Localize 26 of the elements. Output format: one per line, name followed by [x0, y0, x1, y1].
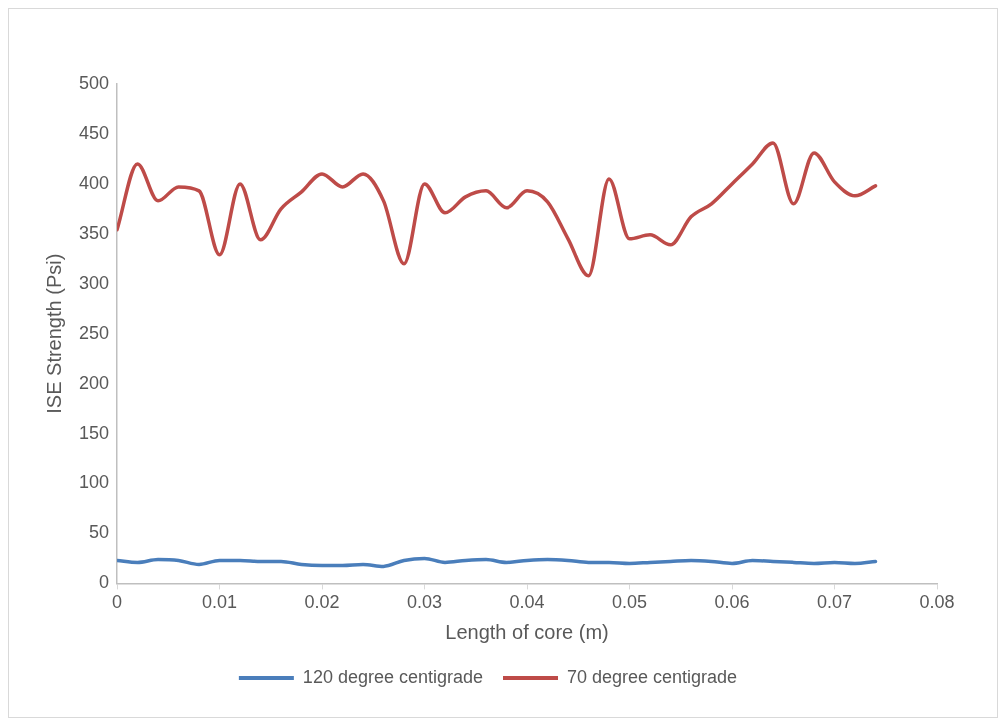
y-tick-label: 350 — [78, 222, 110, 243]
y-tick-label: 100 — [78, 472, 110, 493]
legend-label: 70 degree centigrade — [567, 666, 738, 687]
y-tick-label: 450 — [78, 122, 110, 143]
x-tick-label: 0.08 — [919, 592, 955, 613]
y-tick-label: 50 — [89, 522, 110, 543]
x-tick-label: 0 — [112, 592, 123, 613]
x-tick-label: 0.03 — [407, 592, 443, 613]
x-tick-label: 0.07 — [816, 592, 853, 613]
y-tick-label: 150 — [78, 422, 110, 443]
y-tick-label: 400 — [78, 172, 110, 193]
x-tick-label: 0.04 — [509, 592, 545, 613]
y-tick-label: 250 — [78, 322, 110, 343]
x-tick-label: 0.02 — [304, 592, 340, 613]
y-tick-label: 300 — [78, 272, 110, 293]
y-tick-label: 500 — [78, 72, 110, 93]
line-series — [117, 141, 878, 278]
x-tick-label: 0.06 — [714, 592, 750, 613]
line-series — [117, 556, 878, 569]
x-tick-label: 0.01 — [202, 592, 238, 613]
x-tick-label: 0.05 — [611, 592, 648, 613]
y-tick-label: 0 — [99, 572, 110, 593]
y-tick-label: 200 — [78, 372, 110, 393]
x-axis-title: Length of core (m) — [445, 620, 609, 643]
y-axis-title: ISE Strength (Psi) — [42, 253, 65, 414]
legend-label: 120 degree centigrade — [302, 666, 484, 687]
